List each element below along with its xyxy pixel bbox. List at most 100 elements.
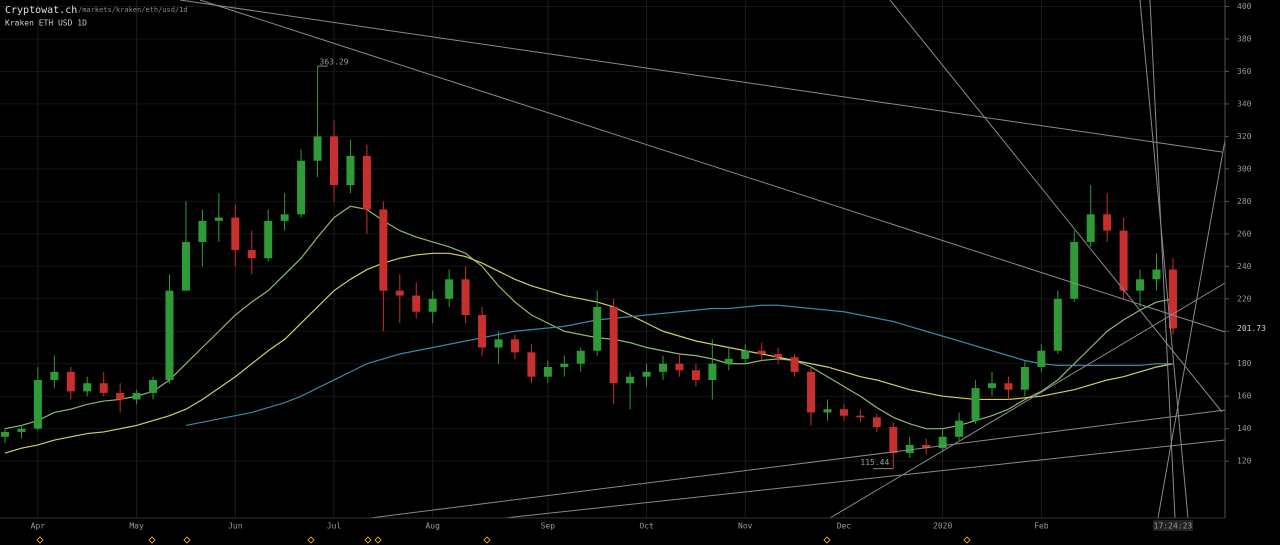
x-tick-label: Jul [327,522,342,531]
candle-body [691,370,700,380]
x-tick-label: Apr [31,522,46,531]
y-tick-label: 340 [1237,99,1252,108]
candle-body [99,383,108,393]
labels: 1201401601802002202402602803003203403603… [31,2,1269,531]
event-marker [963,536,971,544]
candle-body [395,290,404,296]
candle-body [856,415,865,418]
candle-body [17,428,26,432]
site-title: Cryptowat.ch [5,5,77,16]
candle-body [971,388,980,421]
candle-body [675,363,684,371]
x-tick-label: Dec [837,522,852,531]
candle-body [330,136,338,186]
y-tick-label: 220 [1237,294,1252,303]
trendline [199,0,1226,333]
candle-body [1,431,9,437]
candle-body [165,290,174,380]
trendlines [179,0,1226,519]
market-label: Kraken ETH USD 1D [5,19,87,28]
candle-body [346,155,355,186]
y-tick-label: 380 [1237,34,1252,43]
candle-body [478,315,487,348]
candle-body [757,350,766,354]
y-tick-label: 400 [1237,2,1252,11]
event-marker [148,536,156,544]
candle-body [1103,214,1112,231]
candle-body [1086,214,1095,242]
candle-body [889,427,898,454]
candle-body [527,352,536,377]
trendline [1157,139,1226,519]
candle-body [741,350,750,359]
candle-body [790,357,799,372]
url-path: /markets/kraken/eth/usd/1d [78,6,188,14]
candle-body [297,160,306,215]
candle-body [198,220,207,242]
candle-body [560,363,569,367]
candle-body [724,358,733,364]
event-marker [36,536,44,544]
x-tick-label: 2020 [933,522,952,531]
candle-body [807,371,816,413]
candle-body [708,363,717,380]
x-tick-label: Jun [228,522,243,531]
event-marker [307,536,315,544]
candle-body [214,217,223,221]
event-marker [374,536,382,544]
x-tick-label: Sep [541,522,556,531]
price-label-box [1229,322,1269,335]
candle-body [412,295,421,312]
candles [1,66,1177,469]
candle-body [543,366,552,377]
candle-body [955,420,964,437]
y-tick-label: 300 [1237,164,1252,173]
trendline [829,282,1226,519]
event-markers [36,536,971,544]
candle-body [922,444,931,449]
candle-body [1053,298,1062,351]
candle-body [231,217,240,251]
header: Cryptowat.ch /markets/kraken/eth/usd/1d … [5,5,188,28]
candle-body [428,298,437,312]
candle-body [659,363,667,372]
candle-body [626,376,635,384]
time-label-box [1152,520,1193,531]
candle-body [1004,383,1013,390]
candle-body [839,409,848,416]
candle-body [181,241,190,291]
candle-body [609,306,618,384]
candle-body [313,136,322,161]
x-tick-label: Oct [639,522,654,531]
candle-body [33,379,42,429]
candle-body [774,353,783,358]
candle-body [905,444,914,454]
event-marker [483,536,491,544]
candle-body [1136,279,1145,291]
candle-body [247,250,256,259]
y-tick-label: 140 [1237,424,1252,433]
candle-body [1152,269,1161,280]
event-marker [183,536,191,544]
high-label: 363.29 [320,58,349,67]
trendline [1139,0,1189,519]
candle-body [1070,241,1079,299]
trendline [369,409,1226,519]
trendline [179,0,1223,153]
candle-body [593,306,602,351]
candle-body [576,350,585,364]
candle-body [264,220,273,259]
x-tick-label: 17:24:23 [1154,522,1193,531]
trendline [1149,0,1176,519]
trendline [504,439,1226,519]
current-price-label: 201.73 [1237,324,1266,333]
y-tick-label: 120 [1237,457,1252,466]
candle-body [823,409,832,413]
event-marker [364,536,372,544]
candle-body [494,339,503,348]
candle-body [83,383,92,392]
candle-body [445,279,454,299]
x-tick-label: Aug [425,522,440,531]
